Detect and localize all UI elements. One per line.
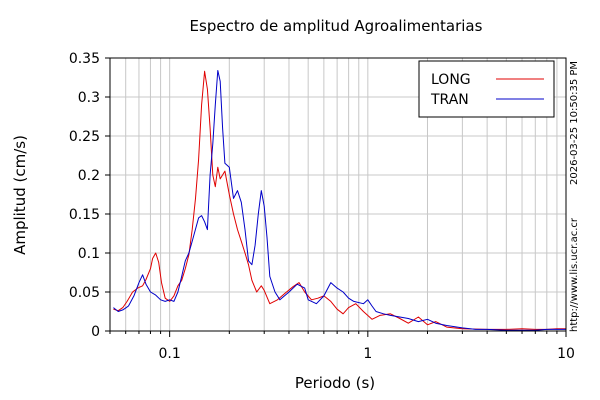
legend-label-tran: TRAN [430,92,469,108]
legend: LONG TRAN [418,60,555,118]
y-tick-label: 0.2 [78,168,100,184]
timestamp-label: 2026-03-25 10:50:35 PM [569,60,580,185]
x-axis-label: Periodo (s) [294,374,376,392]
x-tick-label: 1 [363,346,372,362]
url-label: http://www.lis.ucr.ac.cr [569,218,580,332]
plot-frame [109,57,567,332]
y-tick-label: 0.35 [69,51,100,67]
axis-ticks: 0 0.05 0.1 0.15 0.2 0.25 0.3 0.35 0.1 1 10 [69,51,575,362]
y-tick-label: 0 [91,324,100,340]
series-line-long [113,70,566,330]
y-tick-label: 0.3 [78,90,100,106]
series-line-tran [113,70,566,331]
series-lines [113,70,566,331]
y-tick-label: 0.15 [69,207,100,223]
y-tick-label: 0.05 [69,285,100,301]
chart-title: Espectro de amplitud Agroalimentarias [189,17,483,35]
x-tick-label: 0.1 [159,346,181,362]
x-tick-label: 10 [557,346,575,362]
legend-label-long: LONG [431,72,471,88]
y-tick-label: 0.25 [69,129,100,145]
y-axis-label: Amplitud (cm/s) [11,135,29,255]
y-tick-label: 0.1 [78,246,100,262]
legend-box [418,60,555,118]
